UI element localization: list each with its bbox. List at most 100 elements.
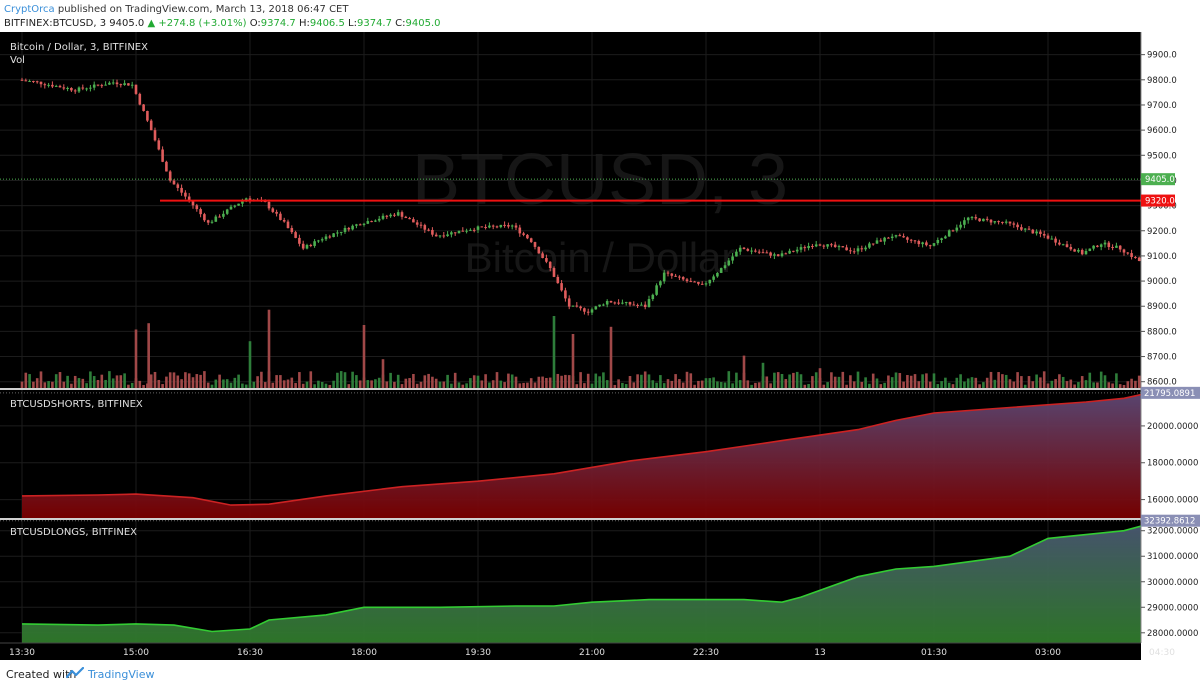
candle-body	[529, 238, 533, 243]
candle-body	[537, 246, 541, 254]
volume-bar	[339, 371, 343, 388]
candle-body	[514, 225, 518, 228]
candle-body	[1035, 231, 1038, 234]
candle-body	[191, 200, 195, 206]
volume-bar	[427, 373, 430, 388]
volume-bar	[761, 362, 765, 388]
candle-body	[662, 272, 666, 282]
candle-body	[955, 227, 959, 231]
candle-body	[320, 239, 324, 241]
volume-bar	[651, 380, 655, 388]
candle-body	[1099, 244, 1103, 247]
volume-bar	[115, 375, 119, 388]
candle-body	[472, 229, 476, 231]
pane-dividers[interactable]	[0, 388, 1200, 520]
volume-bar	[210, 384, 214, 388]
candle-body	[184, 192, 187, 197]
candle-body	[362, 223, 366, 225]
candle-body	[313, 241, 316, 246]
candle-body	[1115, 245, 1118, 248]
candle-body	[890, 236, 894, 239]
shorts-area-series	[0, 389, 1200, 518]
volume-bar	[814, 372, 818, 388]
volume-legend: Vol	[10, 55, 25, 66]
last-price-tag	[1141, 173, 1175, 186]
tradingview-logo-icon[interactable]	[66, 667, 84, 679]
candle-body	[1084, 251, 1088, 255]
candle-body	[450, 232, 453, 235]
candle-body	[670, 273, 674, 276]
candle-body	[218, 216, 221, 218]
candle-body	[902, 236, 905, 238]
candle-body	[1111, 247, 1114, 249]
volume-bar	[20, 381, 24, 388]
volume-bar	[925, 373, 928, 388]
time-scale-background	[0, 643, 1141, 660]
candle-body	[795, 249, 799, 252]
volume-bar	[776, 372, 780, 388]
created-with-label: Created with	[6, 668, 77, 681]
volume-bar	[750, 384, 753, 388]
volume-bar	[290, 377, 294, 388]
candle-body	[864, 247, 867, 250]
candle-body	[1023, 228, 1027, 230]
candle-body	[1061, 244, 1065, 246]
volume-bar	[423, 375, 427, 388]
candle-body	[659, 281, 662, 286]
volume-bar	[484, 374, 487, 388]
shorts-pane[interactable]: BTCUSDSHORTS, BITFINEX	[0, 389, 1200, 518]
candle-body	[446, 234, 449, 237]
candle-body	[431, 229, 434, 235]
candle-body	[716, 272, 719, 277]
close-label: C:	[395, 18, 406, 29]
chart-canvas[interactable]: BTCUSD, 3 Bitcoin / Dollar Bitcoin / Dol…	[0, 32, 1200, 660]
volume-bar	[898, 373, 902, 388]
price-pane-title: Bitcoin / Dollar, 3, BITFINEX	[10, 42, 148, 53]
volume-bar	[123, 373, 126, 388]
time-scale[interactable]: 13:30 15:00 16:30 18:00 19:30 21:00 22:30 13 01:…	[0, 642, 1200, 660]
volume-bar	[674, 374, 677, 388]
volume-bar	[807, 383, 810, 388]
open-label: O:	[249, 18, 261, 29]
area-fill	[22, 520, 1200, 643]
candle-body	[997, 221, 1000, 223]
volume-bar	[613, 384, 617, 388]
candle-body	[906, 237, 909, 240]
volume-bar	[1023, 384, 1027, 388]
author-link[interactable]: CryptOrca	[4, 4, 55, 15]
volume-bar	[184, 372, 187, 388]
volume-bar	[81, 378, 85, 388]
y-tick-label: 8800.0	[1147, 327, 1177, 337]
tradingview-link[interactable]: TradingView	[88, 668, 155, 681]
volume-bar	[138, 380, 142, 388]
candle-body	[594, 306, 598, 310]
candle-body	[621, 302, 624, 304]
chart-header: CryptOrca published on TradingView.com, …	[0, 0, 1200, 32]
volume-bar	[275, 375, 278, 388]
volume-bar	[837, 376, 841, 388]
candle-body	[666, 272, 670, 274]
volume-bar	[355, 375, 358, 388]
candle-body	[811, 245, 814, 247]
candle-body	[586, 311, 590, 313]
candle-body	[917, 241, 921, 245]
x-tick-label: 16:30	[237, 648, 263, 658]
volume-bar	[689, 373, 693, 388]
candle-body	[324, 236, 328, 240]
volume-bar	[70, 383, 73, 388]
volume-bar	[1073, 384, 1076, 388]
price-scale[interactable]: 8600.0 8700.0 8800.0 8900.0 9000.0 9100.0 9200…	[1140, 32, 1200, 660]
y-tick-label: 9100.0	[1147, 252, 1177, 262]
volume-bar	[841, 371, 845, 388]
candle-body	[719, 268, 723, 273]
volume-bar	[301, 383, 305, 388]
candle-body	[115, 82, 119, 85]
volume-bar	[757, 382, 761, 388]
candle-body	[210, 221, 214, 223]
price-pane[interactable]: BTCUSD, 3 Bitcoin / Dollar Bitcoin / Dol…	[0, 32, 1200, 388]
volume-bar	[450, 383, 453, 388]
volume-bar	[127, 384, 130, 388]
candle-body	[556, 276, 560, 284]
volume-bar	[818, 368, 822, 388]
candle-body	[408, 218, 411, 220]
